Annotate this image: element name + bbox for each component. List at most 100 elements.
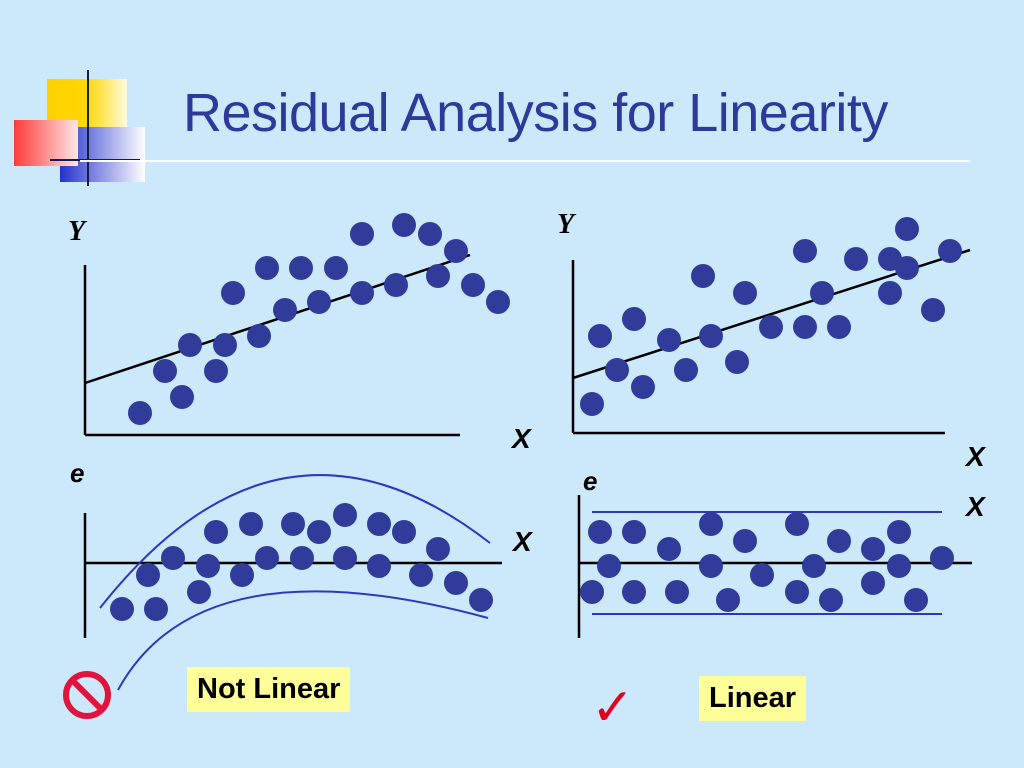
- scatter-point: [128, 401, 152, 425]
- residual-point: [588, 520, 612, 544]
- scatter-point: [810, 281, 834, 305]
- residual-point: [187, 580, 211, 604]
- residual-point: [136, 563, 160, 587]
- residual-point: [699, 512, 723, 536]
- residual-point: [665, 580, 689, 604]
- scatter-point: [392, 213, 416, 237]
- right-scatter-points: [580, 217, 962, 416]
- scatter-point: [622, 307, 646, 331]
- residual-point: [802, 554, 826, 578]
- scatter-point: [350, 222, 374, 246]
- residual-point: [597, 554, 621, 578]
- residual-point: [861, 537, 885, 561]
- scatter-point: [699, 324, 723, 348]
- linear-label: Linear: [699, 676, 807, 721]
- residual-point: [333, 546, 357, 570]
- residual-point: [281, 512, 305, 536]
- logo-red-square: [14, 120, 78, 166]
- scatter-point: [725, 350, 749, 374]
- residual-point: [827, 529, 851, 553]
- scatter-point: [221, 281, 245, 305]
- residual-point: [255, 546, 279, 570]
- left-residual-points: [110, 503, 493, 621]
- right-residual-axes: [577, 495, 972, 638]
- residual-point: [307, 520, 331, 544]
- residual-point: [622, 580, 646, 604]
- check-icon: ✓: [591, 678, 635, 738]
- scatter-point: [733, 281, 757, 305]
- scatter-point: [878, 281, 902, 305]
- scatter-point: [895, 217, 919, 241]
- scatter-point: [691, 264, 715, 288]
- residual-point: [367, 512, 391, 536]
- page-title: Residual Analysis for Linearity: [183, 83, 888, 143]
- scatter-point: [657, 328, 681, 352]
- left-y-axis-label: Y: [68, 216, 88, 247]
- residual-point: [204, 520, 228, 544]
- right-x-axis-label: X: [964, 441, 987, 472]
- scatter-point: [631, 375, 655, 399]
- residual-point: [904, 588, 928, 612]
- scatter-point: [486, 290, 510, 314]
- scatter-point: [461, 273, 485, 297]
- left-scatter-points: [128, 213, 510, 425]
- scatter-point: [844, 247, 868, 271]
- scatter-point: [426, 264, 450, 288]
- scatter-point: [793, 315, 817, 339]
- scatter-point: [350, 281, 374, 305]
- residual-point: [930, 546, 954, 570]
- residual-point: [367, 554, 391, 578]
- residual-point: [144, 597, 168, 621]
- left-residual-band-upper: [99, 474, 491, 609]
- scatter-point: [674, 358, 698, 382]
- residual-point: [699, 554, 723, 578]
- residual-point: [161, 546, 185, 570]
- residual-point: [716, 588, 740, 612]
- left-residual-band-lower: [117, 590, 489, 691]
- scatter-point: [759, 315, 783, 339]
- left-residual-x-axis-label: X: [511, 526, 534, 557]
- scatter-point: [793, 239, 817, 263]
- scatter-point: [895, 256, 919, 280]
- scatter-point: [418, 222, 442, 246]
- scatter-point: [153, 359, 177, 383]
- scatter-point: [247, 324, 271, 348]
- residual-point: [622, 520, 646, 544]
- right-scatter-axes: [571, 260, 945, 435]
- left-x-axis-label: X: [510, 423, 533, 454]
- residual-point: [733, 529, 757, 553]
- not-linear-label: Not Linear: [187, 667, 351, 712]
- residual-point: [819, 588, 843, 612]
- left-scatter-axes: [83, 265, 460, 437]
- residual-point: [426, 537, 450, 561]
- scatter-point: [273, 298, 297, 322]
- scatter-point: [324, 256, 348, 280]
- residual-point: [785, 512, 809, 536]
- scatter-point: [170, 385, 194, 409]
- right-residual-x-axis-label: X: [964, 491, 987, 522]
- residual-point: [409, 563, 433, 587]
- scatter-point: [384, 273, 408, 297]
- scatter-point: [580, 392, 604, 416]
- residual-point: [887, 554, 911, 578]
- scatter-point: [921, 298, 945, 322]
- residual-point: [392, 520, 416, 544]
- residual-point: [580, 580, 604, 604]
- residual-point: [239, 512, 263, 536]
- left-e-axis-label: e: [70, 458, 84, 488]
- residual-point: [750, 563, 774, 587]
- residual-point: [861, 571, 885, 595]
- scatter-point: [588, 324, 612, 348]
- residual-point: [469, 588, 493, 612]
- decorative-logo: [14, 70, 145, 186]
- scatter-point: [255, 256, 279, 280]
- scatter-point: [444, 239, 468, 263]
- prohibit-icon: [63, 671, 111, 719]
- residual-point: [333, 503, 357, 527]
- residual-point: [785, 580, 809, 604]
- scatter-point: [289, 256, 313, 280]
- residual-point: [290, 546, 314, 570]
- right-e-axis-label: e: [583, 466, 597, 496]
